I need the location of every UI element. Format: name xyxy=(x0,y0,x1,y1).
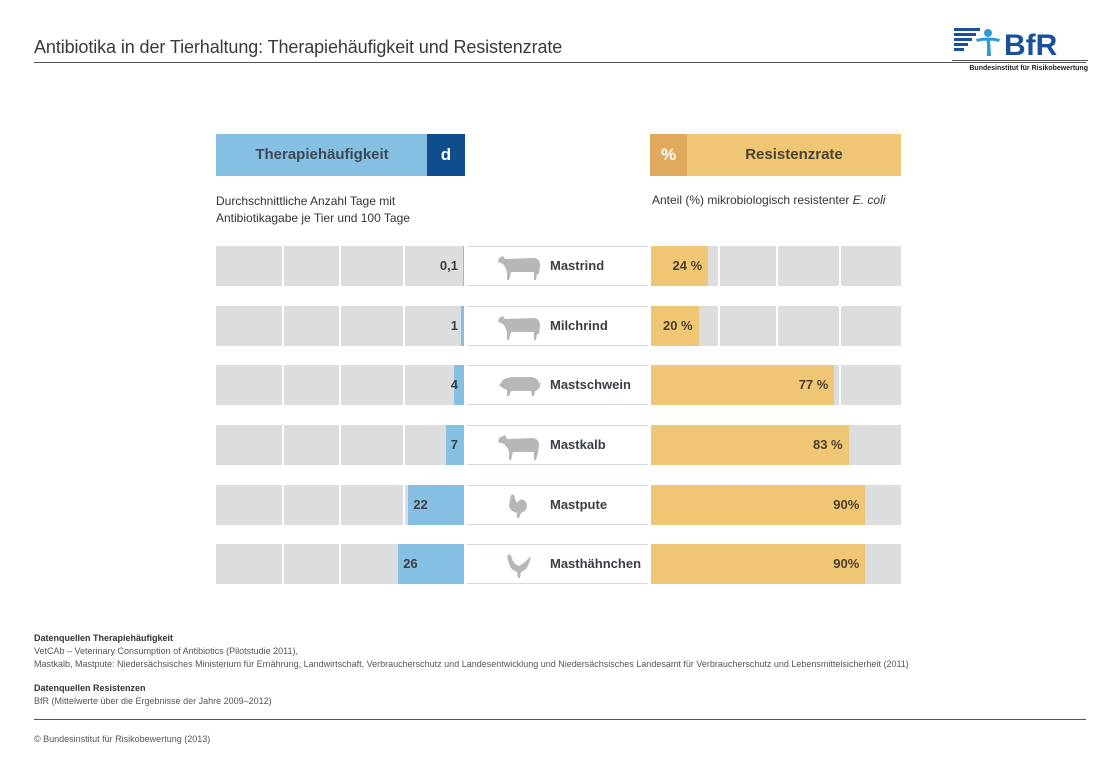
gridline xyxy=(718,306,720,346)
gridline xyxy=(339,425,341,465)
logo-subtitle: Bundesinstitut für Risikobewertung xyxy=(969,65,1088,72)
title-divider xyxy=(34,62,1086,63)
resistance-description: Anteil (%) mikrobiologisch resistenter E… xyxy=(652,193,885,207)
resistance-value-label: 20 % xyxy=(662,318,693,333)
gridline xyxy=(776,246,778,286)
therapy-bar xyxy=(462,246,464,286)
gridline xyxy=(839,365,841,405)
gridline xyxy=(339,246,341,286)
therapy-bar xyxy=(408,485,464,525)
chart-row: 4 Mastschwein 77 % xyxy=(0,365,1110,405)
page-title: Antibiotika in der Tierhaltung: Therapie… xyxy=(34,37,563,57)
resistance-description-text: Anteil (%) mikrobiologisch resistenter xyxy=(652,193,850,207)
footer-divider xyxy=(34,719,1086,720)
category-cell: Milchrind xyxy=(467,306,648,346)
therapy-sources-heading: Datenquellen Therapiehäufigkeit xyxy=(34,633,174,643)
category-label: Masthähnchen xyxy=(550,556,642,571)
chart-row: 7 Mastkalb 83 % xyxy=(0,425,1110,465)
resistance-unit-badge: % xyxy=(650,134,687,176)
gridline xyxy=(282,485,284,525)
gridline xyxy=(718,246,720,286)
category-cell: Mastpute xyxy=(467,485,648,525)
category-cell: Mastrind xyxy=(467,246,648,286)
chart-row: 0,1 Mastrind 24 % xyxy=(0,246,1110,286)
resistance-value-label: 77 % xyxy=(798,377,829,392)
chart-row: 22 Mastpute 90% xyxy=(0,485,1110,525)
therapy-value-label: 1 xyxy=(450,318,458,333)
resistance-bar xyxy=(651,544,866,584)
gridline xyxy=(282,425,284,465)
therapy-value-label: 26 xyxy=(403,556,418,571)
therapy-bar xyxy=(461,306,464,346)
category-label: Mastpute xyxy=(550,497,608,512)
category-label: Mastkalb xyxy=(550,437,606,452)
gridline xyxy=(339,365,341,405)
gridline xyxy=(403,246,405,286)
resistance-sources: Datenquellen Resistenzen BfR (Mittelwert… xyxy=(34,682,272,708)
category-cell: Mastkalb xyxy=(467,425,648,465)
calf-icon xyxy=(498,435,539,460)
therapy-bar xyxy=(446,425,464,465)
resistance-sources-heading: Datenquellen Resistenzen xyxy=(34,683,146,693)
therapy-header: Therapiehäufigkeit d xyxy=(216,134,465,176)
resistance-value-label: 24 % xyxy=(672,258,703,273)
therapy-source-2: Mastkalb, Mastpute: Niedersächsisches Mi… xyxy=(34,659,909,669)
turkey-icon xyxy=(509,494,527,518)
cow-icon xyxy=(498,256,540,280)
gridline xyxy=(403,485,405,525)
logo-text: BfR xyxy=(1004,29,1058,62)
cow-icon xyxy=(498,316,540,340)
category-label: Mastschwein xyxy=(550,377,631,392)
gridline xyxy=(339,306,341,346)
bfr-figure-logo-icon xyxy=(954,28,1000,56)
therapy-value-label: 4 xyxy=(450,377,458,392)
gridline xyxy=(403,365,405,405)
therapy-sources: Datenquellen Therapiehäufigkeit VetCAb –… xyxy=(34,632,909,671)
category-cell: Mastschwein xyxy=(467,365,648,405)
therapy-description-line1: Durchschnittliche Anzahl Tage mit xyxy=(216,194,396,208)
resistance-value-label: 83 % xyxy=(812,437,843,452)
resistance-bar xyxy=(651,485,866,525)
gridline xyxy=(776,306,778,346)
category-label: Mastrind xyxy=(550,258,605,273)
copyright: © Bundesinstitut für Risikobewertung (20… xyxy=(34,734,211,744)
gridline xyxy=(282,544,284,584)
therapy-header-label: Therapiehäufigkeit xyxy=(255,146,389,163)
resistance-description-organism: E. coli xyxy=(852,193,886,207)
resistance-value-label: 90% xyxy=(833,497,860,512)
resistance-header: % Resistenzrate xyxy=(650,134,901,176)
gridline xyxy=(403,306,405,346)
gridline xyxy=(403,425,405,465)
gridline xyxy=(839,246,841,286)
therapy-bar xyxy=(453,365,464,405)
gridline xyxy=(339,544,341,584)
chart-row: 26 Masthähnchen 90% xyxy=(0,544,1110,584)
gridline xyxy=(282,306,284,346)
category-label: Milchrind xyxy=(550,318,608,333)
therapy-description-line2: Antibiotikagabe je Tier und 100 Tage xyxy=(216,211,410,225)
therapy-value-label: 0,1 xyxy=(439,258,458,273)
resistance-header-label: Resistenzrate xyxy=(745,146,843,163)
therapy-bar xyxy=(398,544,464,584)
therapy-description: Durchschnittliche Anzahl Tage mit Antibi… xyxy=(216,193,410,227)
category-cell: Masthähnchen xyxy=(467,544,648,584)
resistance-source-1: BfR (Mittelwerte über die Ergebnisse der… xyxy=(34,696,272,706)
resistance-bar xyxy=(651,246,709,286)
chicken-icon xyxy=(507,554,531,578)
resistance-bar xyxy=(651,365,835,405)
gridline xyxy=(282,365,284,405)
resistance-bar xyxy=(651,425,849,465)
gridline xyxy=(282,246,284,286)
gridline xyxy=(839,306,841,346)
resistance-value-label: 90% xyxy=(833,556,860,571)
therapy-value-label: 7 xyxy=(450,437,458,452)
pig-icon xyxy=(499,377,541,396)
therapy-unit-badge: d xyxy=(427,134,465,176)
therapy-source-1: VetCAb – Veterinary Consumption of Antib… xyxy=(34,646,298,656)
resistance-bar xyxy=(651,306,699,346)
chart-row: 1 Milchrind 20 % xyxy=(0,306,1110,346)
gridline xyxy=(339,485,341,525)
therapy-value-label: 22 xyxy=(413,497,428,512)
bfr-logo: BfR xyxy=(952,28,1088,62)
